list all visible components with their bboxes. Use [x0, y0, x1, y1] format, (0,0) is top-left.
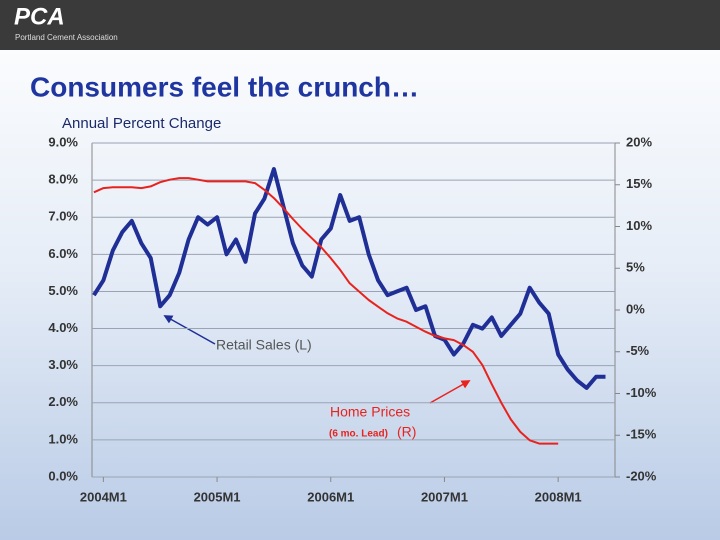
y-tick-label: 2.0% [48, 394, 78, 409]
y2-tick-label: 0% [626, 301, 645, 316]
x-tick-label: 2005M1 [194, 489, 241, 504]
y-tick-label: 7.0% [48, 209, 78, 224]
y-tick-label: 6.0% [48, 246, 78, 261]
y-axis-label: Annual Percent Change [62, 115, 221, 132]
logo: PCA [14, 3, 65, 30]
y2-tick-label: 10% [626, 218, 652, 233]
y-tick-label: 4.0% [48, 320, 78, 335]
annotation: (R) [397, 424, 416, 440]
y-tick-label: 9.0% [48, 134, 78, 149]
y2-tick-label: -15% [626, 427, 657, 442]
arrow [429, 380, 471, 404]
annotation: Home Prices [330, 404, 410, 420]
series-line [92, 167, 606, 390]
x-tick-label: 2004M1 [80, 489, 127, 504]
y-tick-label: 1.0% [48, 431, 78, 446]
y2-tick-label: 20% [626, 134, 652, 149]
org-name: Portland Cement Association [15, 33, 118, 42]
header-bar [0, 0, 720, 50]
series-line [93, 177, 559, 445]
x-tick-label: 2008M1 [535, 489, 582, 504]
y2-tick-label: 5% [626, 260, 645, 275]
y2-tick-label: 15% [626, 176, 652, 191]
annotation: Retail Sales (L) [216, 337, 312, 353]
y2-tick-label: -10% [626, 385, 657, 400]
chart-title: Consumers feel the crunch… [30, 71, 419, 102]
y2-tick-label: -5% [626, 343, 650, 358]
y-tick-label: 3.0% [48, 357, 78, 372]
y-tick-label: 8.0% [48, 172, 78, 187]
y-tick-label: 0.0% [48, 468, 78, 483]
annotation: (6 mo. Lead) [329, 429, 388, 440]
y-tick-label: 5.0% [48, 283, 78, 298]
y2-tick-label: -20% [626, 468, 657, 483]
x-tick-label: 2007M1 [421, 489, 468, 504]
arrow [163, 315, 216, 345]
x-tick-label: 2006M1 [307, 489, 354, 504]
